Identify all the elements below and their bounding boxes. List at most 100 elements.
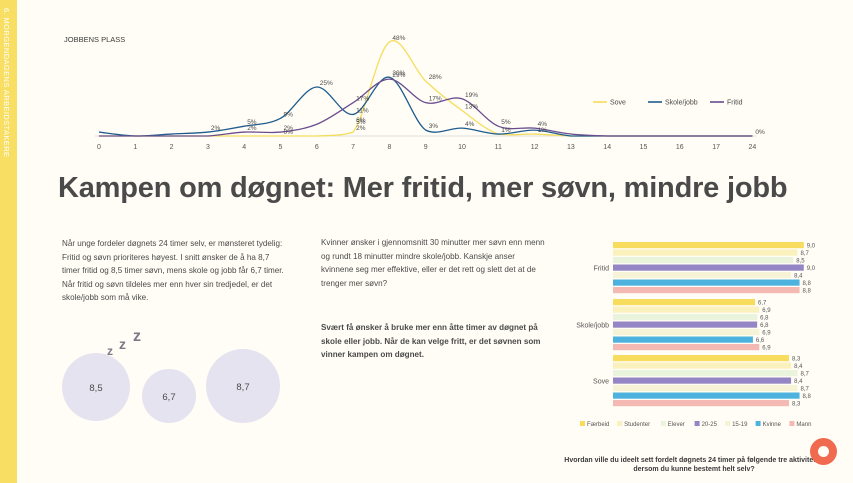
x-tick-label: 13 [567,144,575,151]
headline: Kampen om døgnet: Mer fritid, mer søvn, … [58,172,788,204]
sleep-circle [62,353,130,421]
hbar [613,377,792,384]
data-label: 5% [247,119,257,126]
x-tick-label: 0 [97,144,101,151]
brand-logo-icon [810,438,837,465]
hbar-value-label: 9,0 [807,266,816,272]
data-label: 1% [538,127,548,134]
hbar [613,336,753,343]
data-label: 0% [755,129,765,136]
hbar-legend-label: Elever [668,422,685,428]
hbar [613,264,804,271]
gender-paragraph: Kvinner ønsker i gjennomsnitt 30 minutte… [321,238,545,288]
hbar-chart-caption: Hvordan ville du ideelt sett fordelt døg… [564,457,824,473]
hbar [613,321,758,328]
data-label: 2% [211,125,221,132]
hbar-value-label: 6,8 [760,315,769,321]
data-label: 11% [356,107,369,114]
x-tick-label: 17 [712,144,720,151]
x-tick-label: 2 [170,144,174,151]
x-tick-label: 7 [351,144,355,151]
hbar-legend-swatch [660,421,666,426]
data-label: 29% [392,72,405,79]
hbar-legend-swatch [694,421,700,426]
legend-label: Sove [610,100,626,107]
line-chart-axis: 0 1 2 3 4 5 6 7 8 9 10 11 12 13 14 15 16 17 24 [95,135,757,151]
data-label: 6% [356,117,366,124]
hbar [613,370,798,377]
x-tick-label: 12 [531,144,539,151]
legend-label: Fritid [727,100,743,107]
hbar [613,287,800,294]
hbar [613,257,794,264]
hbar-value-label: 6,9 [762,345,771,351]
data-label: 25% [320,80,333,87]
data-label: 1% [501,127,511,134]
data-label: 4% [465,121,475,128]
hbar [613,299,756,306]
data-label: 4% [538,121,548,128]
hbar-bars: 9,08,78,59,08,48,88,86,76,96,86,86,96,66… [613,242,816,407]
school-work-circle-label: 6,7 [162,392,175,403]
hbar-value-label: 8,4 [794,379,803,385]
data-label: 2% [356,125,366,132]
x-tick-label: 4 [242,144,246,151]
sidebar-label: 6. MORGENDAGENS ARBEIDSTAKERE [2,8,11,158]
data-label: 2% [284,125,294,132]
hbar-legend-label: 20-25 [702,422,718,428]
hbar-legend-label: Studenter [624,422,650,428]
hbar-category-labels: Fritid Skole/jobb Sove [576,265,609,385]
hbar [613,306,760,313]
hbar-legend-swatch [755,421,761,426]
hbar-legend-label: Færbeid [587,422,609,428]
x-tick-label: 11 [495,144,502,151]
hbar-category-label: Fritid [593,265,609,272]
hbar [613,249,798,256]
data-label: 28% [429,74,442,81]
data-label: 19% [465,92,478,99]
leisure-circle-label: 8,7 [236,382,249,393]
x-tick-label: 8 [387,144,391,151]
school-work-circle [142,369,196,423]
hbar-value-label: 6,6 [756,338,765,344]
hbar-legend-swatch [617,421,623,426]
hbar-legend-swatch [725,421,731,426]
x-tick-label: 10 [458,144,466,151]
x-tick-label: 9 [424,144,428,151]
series-line-skolejobb [98,76,753,137]
hbar [613,392,800,399]
hbar [613,362,792,369]
x-tick-label: 14 [603,144,611,151]
hbar-value-label: 9,0 [807,243,816,249]
hbar [613,355,789,362]
x-tick-label: 6 [315,144,319,151]
legend-label: Skole/jobb [665,100,698,107]
hbar-chart: 9,08,78,59,08,48,88,86,76,96,86,86,96,66… [576,242,816,428]
hbar [613,242,804,249]
hbar-legend-label: Kvinne [763,422,782,428]
x-tick-label: 1 [133,144,137,151]
hbar-value-label: 8,8 [803,288,812,294]
x-tick-label: 16 [676,144,684,151]
hbar-legend-label: 15-19 [732,422,748,428]
hbar [613,272,792,279]
data-label: 48% [392,35,405,42]
x-tick-label: 5 [279,144,283,151]
hbar-value-label: 8,3 [792,401,801,407]
x-tick-label: 24 [749,144,757,151]
line-chart: JOBBENS PLASS 0 1 2 3 4 5 6 7 8 9 10 11 12 13 14 15 16 17… [64,35,765,151]
data-label: 5% [356,119,366,126]
hbar [613,329,760,336]
line-chart-data-labels: 5%9%25%17%11%6%5%2%2% 2% 2%0%48%30%29% 28%1… [211,35,765,136]
hbar-value-label: 8,8 [803,281,812,287]
data-label: 3% [429,123,439,130]
hbar-category-label: Sove [593,378,609,385]
hbar-value-label: 8,8 [803,394,812,400]
hbar [613,314,758,321]
hbar-value-label: 6,8 [760,323,769,329]
hbar [613,279,800,286]
hbar-value-label: 8,4 [794,273,803,279]
x-tick-label: 3 [206,144,210,151]
